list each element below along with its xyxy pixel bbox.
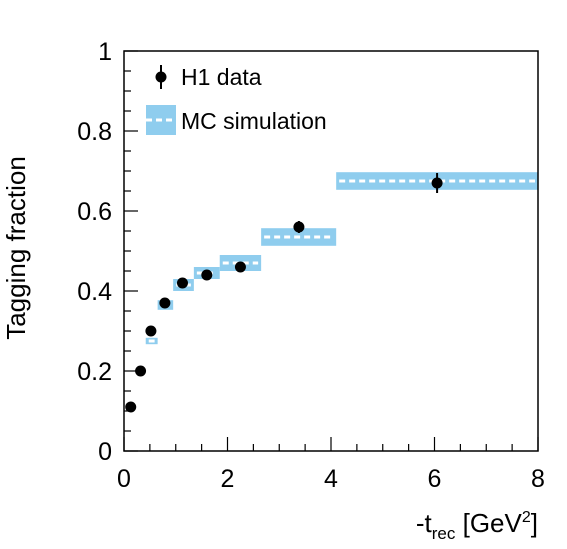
y-tick-label: 0 bbox=[98, 438, 112, 466]
y-axis-title: Tagging fraction bbox=[1, 156, 31, 340]
legend: H1 data MC simulation bbox=[146, 64, 327, 135]
x-axis-title-unit-close: ] bbox=[531, 508, 538, 538]
data-point-1 bbox=[135, 365, 147, 377]
mc-simulation-series bbox=[145, 172, 538, 345]
x-tick-label: 2 bbox=[221, 465, 235, 493]
data-point-8 bbox=[431, 177, 443, 189]
legend-h1-data-marker bbox=[155, 71, 167, 83]
y-tick-label: 1 bbox=[98, 38, 112, 66]
data-point-0 bbox=[125, 401, 137, 413]
legend-h1-data-label: H1 data bbox=[181, 64, 262, 90]
x-tick-label: 8 bbox=[531, 465, 545, 493]
x-tick-label: 6 bbox=[428, 465, 442, 493]
data-point-7 bbox=[293, 221, 305, 233]
data-point-5 bbox=[201, 269, 213, 281]
x-tick-label: 4 bbox=[324, 465, 338, 493]
legend-mc-simulation-label: MC simulation bbox=[181, 108, 327, 134]
h1-data-series bbox=[125, 173, 443, 413]
y-tick-label: 0.8 bbox=[77, 118, 112, 146]
y-tick-label: 0.6 bbox=[77, 198, 112, 226]
axis-ticks bbox=[123, 50, 539, 452]
data-point-3 bbox=[159, 297, 171, 309]
y-tick-label: 0.4 bbox=[77, 278, 112, 306]
x-axis-title-main: -t bbox=[416, 508, 433, 538]
data-point-6 bbox=[234, 261, 246, 273]
x-axis-title-unit-open: [GeV bbox=[455, 508, 522, 538]
tick-labels: 0 2 4 6 8 0 0.2 0.4 0.6 0.8 1 bbox=[77, 38, 545, 493]
x-axis-title-sub: rec bbox=[432, 524, 456, 543]
x-axis-title-sup: 2 bbox=[522, 509, 531, 526]
data-point-2 bbox=[145, 325, 157, 337]
data-point-4 bbox=[176, 277, 188, 289]
x-tick-label: 0 bbox=[117, 465, 131, 493]
y-tick-label: 0.2 bbox=[77, 358, 112, 386]
x-axis-title: -trec [GeV2] bbox=[416, 508, 538, 543]
